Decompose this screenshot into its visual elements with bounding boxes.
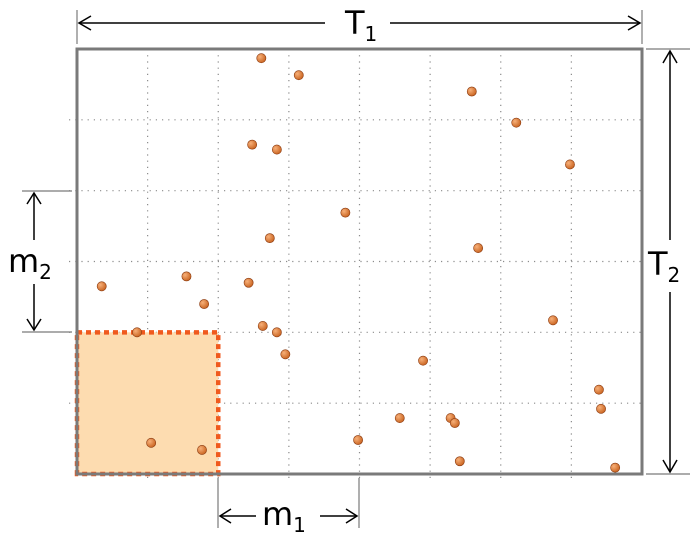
particles [96, 53, 621, 473]
particle [473, 243, 484, 253]
particle [596, 403, 606, 414]
particle [548, 315, 558, 326]
t1-dimension: T1 [76, 4, 643, 46]
particle [594, 384, 604, 395]
particle [280, 349, 291, 360]
particle [340, 207, 351, 218]
particle [511, 117, 522, 128]
grid-lines [69, 49, 642, 478]
particle [257, 321, 268, 331]
m1-arrowhead-left-icon [218, 508, 232, 524]
particle [293, 70, 304, 81]
particle [353, 435, 363, 445]
m1-arrowhead-right-icon [345, 508, 359, 524]
particle [418, 355, 428, 366]
particle [394, 413, 405, 423]
domain-frame [75, 47, 644, 476]
particle [264, 233, 275, 244]
t2-dimension: T2 [646, 48, 690, 475]
particle [243, 277, 254, 288]
m1-dimension: m1 [217, 478, 360, 537]
particle [466, 86, 477, 97]
particle [610, 462, 621, 473]
particle [146, 437, 157, 448]
particle [96, 281, 107, 292]
t2-arrowhead-top-icon [662, 49, 678, 64]
particle [132, 327, 142, 338]
t2-arrowhead-bottom-icon [662, 459, 678, 474]
t2-label: T2 [647, 245, 680, 287]
m2-dimension: m2 [8, 190, 72, 333]
m2-arrowhead-top-icon [26, 191, 42, 205]
m2-arrowhead-bottom-icon [26, 318, 42, 332]
particle [199, 299, 210, 309]
m2-label: m2 [8, 242, 52, 284]
particle [449, 418, 460, 428]
m1-label: m1 [262, 495, 306, 537]
particle [197, 445, 207, 455]
particle [256, 53, 267, 64]
t1-label: T1 [344, 4, 377, 46]
particle [271, 327, 282, 338]
particle [181, 271, 192, 282]
observation-window [74, 330, 221, 477]
particle [271, 144, 282, 155]
t1-arrowhead-left-icon [77, 15, 92, 31]
particle [454, 456, 465, 467]
particle [247, 139, 258, 150]
t1-arrowhead-right-icon [627, 15, 642, 31]
particle [565, 159, 575, 170]
